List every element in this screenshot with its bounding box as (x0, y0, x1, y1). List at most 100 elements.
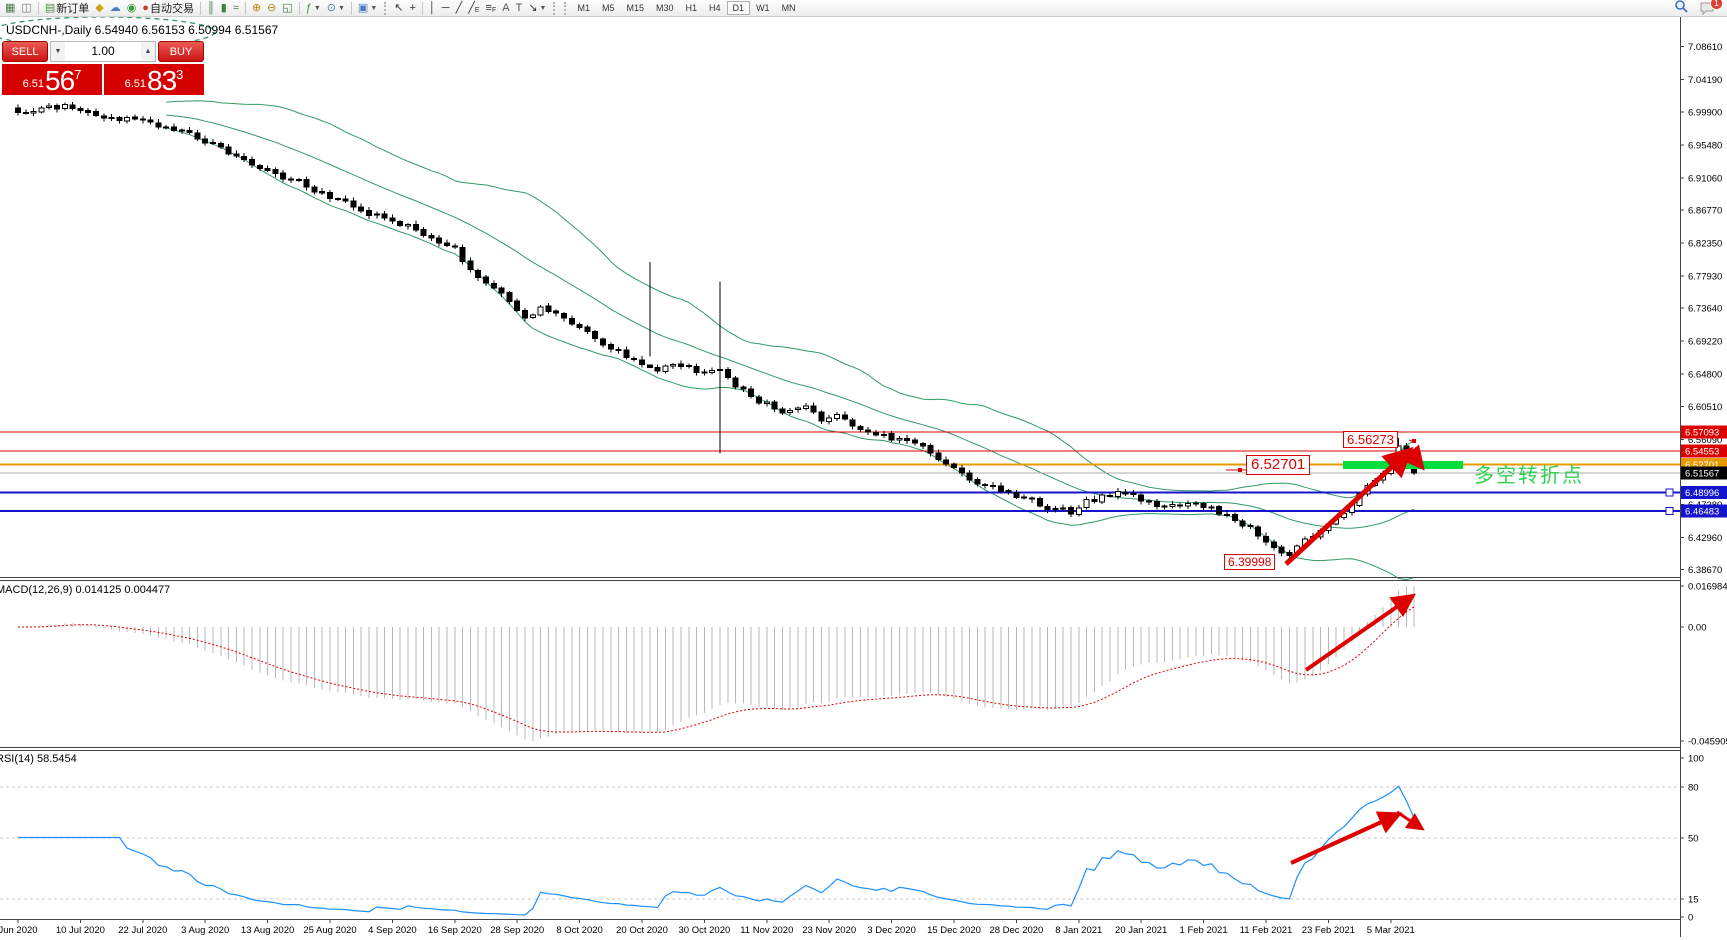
signals-button[interactable]: ◉ (124, 1, 140, 16)
volume-decrease-button[interactable]: ▼ (51, 42, 65, 61)
date-tick-label: 11 Nov 2020 (740, 925, 793, 936)
pivot-label-anchor-square (1238, 468, 1242, 472)
candle-bullish (373, 213, 380, 216)
candle-bearish (927, 445, 934, 454)
hline-handle (1665, 488, 1674, 497)
new-chart-icon: ▦ (5, 1, 16, 14)
timeframe-m30[interactable]: M30 (656, 3, 674, 13)
chart-template-dropdown-icon[interactable]: ▼ (370, 4, 378, 12)
objects-arrows-icon: ↘ (528, 1, 538, 14)
period-clock-button[interactable]: ⊙ ▼ (324, 1, 348, 16)
timeframe-m5[interactable]: M5 (601, 3, 615, 13)
zoom-in-button[interactable]: ⊕ (249, 1, 264, 16)
volume-input[interactable]: 1.00 (91, 44, 115, 58)
pivot-zone-text-annotation[interactable]: 多空转折点 (1474, 465, 1584, 487)
text-button[interactable]: A (499, 1, 512, 16)
candle-bearish (397, 221, 404, 227)
candle-bullish (1169, 503, 1176, 508)
candles-chart-button[interactable]: ▮ (218, 1, 230, 16)
price-axis[interactable]: 7.08610 7.04190 6.99900 6.95480 6.91060 6.867… (1680, 42, 1727, 924)
buy-price-button[interactable]: 6.51 83 3 (104, 64, 204, 95)
sell-button[interactable]: SELL (2, 41, 48, 62)
depth-of-market-button[interactable]: ◆ (92, 1, 106, 16)
search-icon[interactable] (1674, 0, 1688, 18)
new-chart-button[interactable]: ▦ (2, 1, 18, 16)
candle-bearish (1247, 525, 1254, 528)
vertical-line-button[interactable]: │ (426, 1, 439, 16)
candle-bullish (1185, 503, 1191, 507)
timeframe-h1[interactable]: H1 (685, 3, 698, 13)
candle-bearish (171, 126, 177, 131)
one-click-trade-panel: SELL ▼ 1.00 ▲ BUY 6.51 56 7 6.51 83 3 (2, 41, 204, 95)
timeframe-h4[interactable]: H4 (709, 3, 721, 13)
sell-price-prefix: 6.51 (22, 78, 45, 90)
horizontal-line-objects[interactable] (0, 431, 1680, 516)
equidistant-channel-button[interactable]: ╱ E (465, 1, 482, 16)
new-order-button[interactable]: ▤ 新订单 (42, 1, 92, 16)
volume-increase-button[interactable]: ▲ (141, 42, 155, 61)
crosshair-icon: + (409, 1, 416, 14)
candle-bearish (522, 310, 528, 319)
date-tick-label: 23 Feb 2021 (1302, 925, 1355, 936)
trend-line-button[interactable]: ╱ (453, 1, 466, 16)
price-tag-6.46483 (1681, 504, 1727, 518)
candle-bullish (61, 104, 68, 110)
fibonacci-sub-glyph: F (491, 7, 497, 14)
buy-price-main: 83 (147, 65, 177, 96)
price-tick-label: 6.99900 (1688, 107, 1722, 118)
chart-preview-button[interactable]: ◫ (18, 1, 34, 16)
toolbar-drag-handle[interactable] (384, 1, 387, 15)
candle-bearish (974, 479, 981, 485)
zoom-out-button[interactable]: ⊖ (264, 1, 279, 16)
candle-bullish (108, 117, 115, 119)
sell-price-button[interactable]: 6.51 56 7 (2, 64, 102, 95)
virtual-hosting-button[interactable]: ☁ (107, 1, 124, 16)
timeframe-w1[interactable]: W1 (756, 3, 770, 13)
candle-bearish (982, 484, 989, 487)
bars-chart-button[interactable]: ║ (204, 1, 218, 16)
macd-tick-label: 0.016984 (1688, 582, 1727, 593)
chat-icon[interactable]: 1 (1700, 0, 1723, 15)
candle-bearish (1068, 507, 1074, 515)
line-chart-button[interactable]: ≈ (230, 1, 242, 16)
candle-bearish (849, 419, 856, 427)
horizontal-line-button[interactable]: ─ (439, 1, 453, 16)
pivot-price-annotation[interactable]: 6.52701 (1246, 455, 1311, 475)
period-clock-dropdown-icon[interactable]: ▼ (337, 4, 345, 12)
candle-bearish (77, 107, 84, 111)
chart-template-button[interactable]: ▣ ▼ (355, 1, 380, 16)
toolbar-drag-handle[interactable] (564, 1, 567, 15)
timeframe-mn[interactable]: MN (781, 3, 796, 13)
objects-arrows-button[interactable]: ↘ ▼ (525, 1, 549, 16)
timeframe-d1[interactable]: D1 (726, 1, 751, 15)
candle-bearish (69, 104, 76, 109)
candle-bearish (841, 414, 848, 420)
low-price-annotation[interactable]: 6.39998 (1224, 554, 1276, 570)
candle-bullish (124, 116, 131, 122)
indicators-add-dropdown-icon[interactable]: ▼ (313, 4, 321, 12)
candle-bearish (163, 126, 170, 129)
candle-bearish (15, 107, 21, 113)
candle-bearish (997, 485, 1004, 492)
candle-bearish (1044, 505, 1051, 511)
candle-bearish (584, 326, 591, 333)
tile-windows-button[interactable]: ◱ (279, 1, 295, 16)
high-price-annotation[interactable]: 6.56273 (1343, 431, 1398, 448)
text-label-button[interactable]: T (513, 1, 526, 16)
depth-of-market-icon: ◆ (95, 1, 104, 14)
algo-trading-button[interactable]: ● 自动交易 (139, 1, 197, 16)
objects-arrows-dropdown-icon[interactable]: ▼ (539, 4, 547, 12)
crosshair-button[interactable]: + (406, 1, 418, 16)
timeframe-m1[interactable]: M1 (577, 3, 590, 13)
fibonacci-button[interactable]: ≡ F (483, 1, 500, 16)
indicators-add-button[interactable]: ƒ ▼ (303, 1, 324, 16)
buy-button[interactable]: BUY (158, 41, 204, 62)
date-axis[interactable]: Jun 2020 10 Jul 2020 22 Jul 2020 3 Aug 2020… (0, 920, 1415, 936)
toolbar-drag-handle[interactable] (553, 1, 556, 15)
cursor-button[interactable]: ↖ (391, 1, 406, 16)
candle-bearish (186, 130, 193, 134)
candle-bullish (795, 407, 801, 411)
timeframe-m15[interactable]: M15 (626, 3, 644, 13)
date-tick-label: 5 Mar 2021 (1367, 925, 1415, 936)
drawn-annotations[interactable] (0, 16, 1463, 865)
